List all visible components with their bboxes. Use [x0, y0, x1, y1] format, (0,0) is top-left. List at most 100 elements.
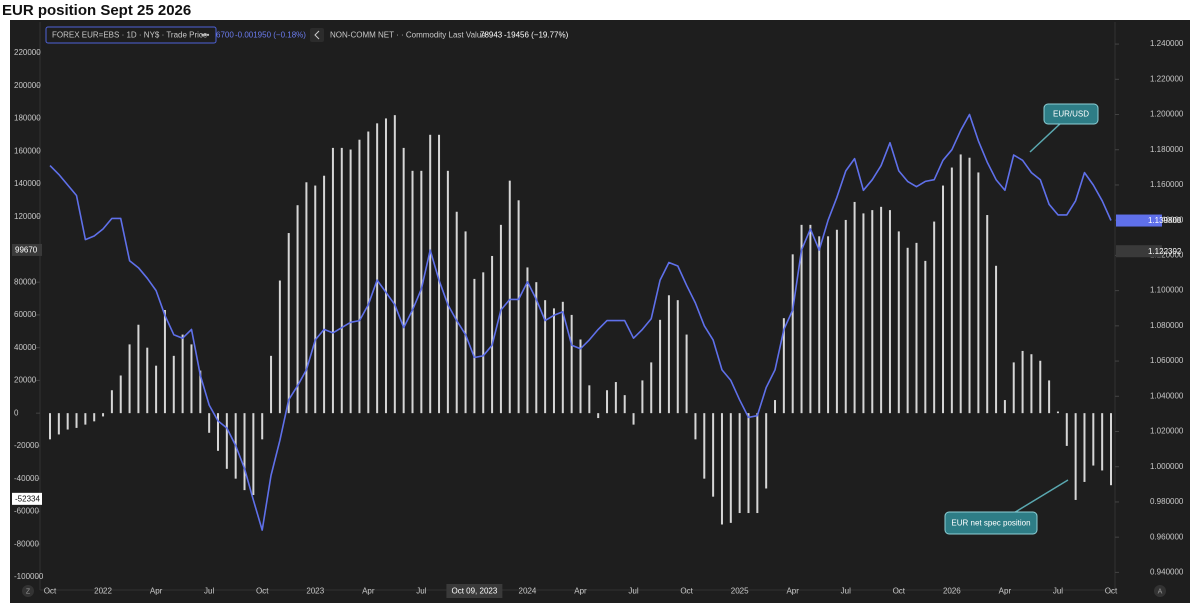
y-tick-label: 140000 — [14, 179, 41, 188]
chart-title: EUR position Sept 25 2026 — [2, 2, 191, 19]
x-tick-label: Oct — [1105, 587, 1118, 596]
bar — [765, 413, 768, 489]
bar — [667, 295, 670, 414]
y2-tick-label: 1.080000 — [1150, 321, 1184, 330]
x-tick-label: 2023 — [306, 587, 324, 596]
legend-collapse-button[interactable] — [310, 28, 324, 42]
y-tick-label: 40000 — [14, 343, 37, 352]
bar — [296, 205, 299, 414]
bar — [1030, 354, 1033, 414]
x-tick-label: Jul — [416, 587, 426, 596]
x-tick-label: 2022 — [94, 587, 112, 596]
bar — [393, 115, 396, 414]
bar — [411, 170, 414, 414]
bar — [597, 413, 600, 419]
bar — [225, 413, 228, 469]
callout-pointer — [1011, 479, 1069, 515]
bar — [650, 362, 653, 414]
bar — [526, 267, 529, 414]
x-tick-label: Apr — [150, 587, 163, 596]
y2-marker-label: 1.122392 — [1148, 247, 1182, 256]
bar — [376, 123, 379, 414]
x-tick-label: Oct 09, 2023 — [451, 587, 497, 596]
bar — [1074, 413, 1077, 500]
y-marker-label: -52334 — [15, 494, 40, 503]
bar — [420, 170, 423, 414]
x-tick-label: Apr — [362, 587, 375, 596]
bar — [835, 229, 838, 414]
bar — [464, 231, 467, 414]
x-tick-label: Apr — [999, 587, 1012, 596]
y2-marker-box — [1116, 214, 1162, 227]
bar — [243, 413, 246, 491]
bar — [367, 131, 370, 414]
y-marker-label: 99670 — [15, 246, 38, 255]
bar — [535, 282, 538, 414]
bar — [906, 247, 909, 414]
auto-button[interactable] — [1154, 585, 1166, 597]
x-tick-label: Apr — [786, 587, 799, 596]
bar — [1012, 362, 1015, 414]
bar — [827, 236, 830, 414]
bar — [782, 318, 785, 414]
bar — [102, 413, 105, 417]
bar — [1048, 380, 1051, 414]
y2-marker-box — [1116, 245, 1162, 258]
bar — [791, 254, 794, 414]
legend-primary-value: 6700 — [216, 31, 234, 40]
x-tick-label: 2026 — [943, 587, 961, 596]
bar — [278, 280, 281, 414]
y-marker-box — [12, 243, 42, 256]
y2-tick-label: 1.240000 — [1150, 39, 1184, 48]
chart-background — [10, 20, 1190, 603]
annotation: EUR net spec position — [951, 519, 1030, 528]
bar — [570, 314, 573, 414]
bar — [270, 355, 273, 414]
y2-tick-label: 1.140000 — [1150, 215, 1184, 224]
bar — [314, 185, 317, 414]
bar — [438, 134, 441, 414]
bar — [1092, 413, 1095, 466]
legend-primary-change: -0.001950 (−0.18%) — [235, 31, 306, 40]
x-tick-label: Jul — [628, 587, 638, 596]
bar — [473, 278, 476, 414]
bar — [1056, 411, 1059, 414]
bar — [358, 139, 361, 414]
y2-marker-label: 1.139800 — [1148, 216, 1182, 225]
bar — [774, 400, 777, 414]
bar — [349, 149, 352, 414]
bar — [287, 233, 290, 414]
bar — [384, 118, 387, 414]
bar — [261, 413, 264, 440]
legend-box[interactable] — [45, 26, 217, 44]
y2-tick-label: 0.940000 — [1150, 567, 1184, 576]
y-tick-label: 80000 — [14, 277, 37, 286]
y-tick-label: 200000 — [14, 81, 41, 90]
bar — [1065, 413, 1068, 446]
bar — [446, 170, 449, 414]
bar — [871, 210, 874, 414]
bar — [862, 213, 865, 414]
bar — [455, 211, 458, 414]
bar — [720, 413, 723, 525]
y2-tick-label: 1.040000 — [1150, 391, 1184, 400]
bar — [190, 344, 193, 414]
bar — [93, 413, 96, 422]
bar — [323, 175, 326, 414]
bar — [1021, 350, 1024, 414]
bar — [402, 147, 405, 414]
bar — [641, 380, 644, 414]
bar — [924, 260, 927, 414]
bar — [57, 413, 60, 435]
bar — [1110, 413, 1112, 486]
bar — [888, 210, 891, 414]
y-marker-box — [12, 492, 42, 505]
y2-tick-label: 1.020000 — [1150, 427, 1184, 436]
bar — [1083, 413, 1086, 482]
bar — [508, 180, 511, 414]
bar — [747, 413, 750, 514]
bar — [712, 413, 715, 497]
zoom-button[interactable] — [22, 585, 34, 597]
